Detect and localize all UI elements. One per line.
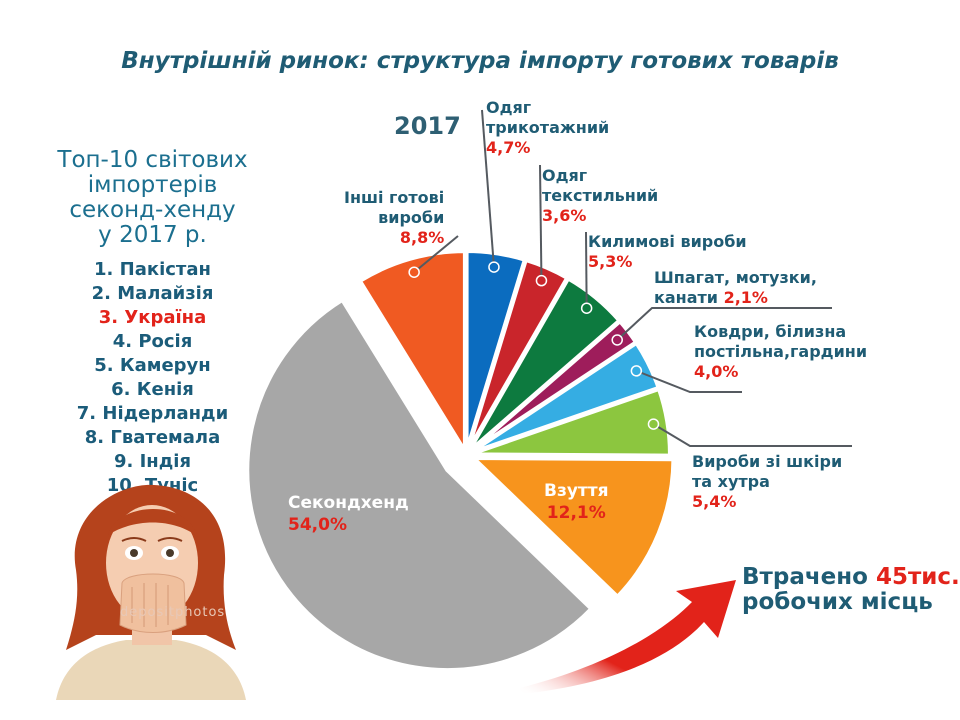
leader-line-twine [616,307,832,341]
slice-label-line: Ковдри, білизна [694,322,847,341]
leader-dot-leather [647,418,660,430]
lost-jobs-suffix: робочих місць [742,589,933,615]
slice-label-twine: Шпагат, мотузки, канати 2,1% [654,268,817,308]
leader-line-leather [652,423,852,447]
pie-slice-shoes [468,455,676,600]
leader-line-other [413,235,459,273]
pie-slices [245,249,676,673]
slice-label-line: Шпагат, мотузки, [654,268,817,287]
slice-label-line: трикотажний [486,118,610,137]
slice-label-knit: Одяг трикотажний 4,7% [486,98,609,158]
leader-dot-blankets [630,365,643,377]
slice-value: 8,8% [399,228,445,247]
top10-item: 1. Пакістан [94,259,211,280]
slice-label-line: Секондхенд [288,493,409,513]
slice-value: 5,4% [692,492,737,511]
top10-item: 4. Росія [112,331,193,352]
leader-dot-textile [535,274,548,287]
top10-heading-line: секонд-хенду [69,197,236,223]
slice-label-line: Килимові вироби [588,232,747,251]
pie-slice-leather [469,386,672,458]
slice-label-textile: Одяг текстильний 3,6% [542,166,658,226]
slice-value: 12,1% [546,503,606,523]
leader-lines [408,109,852,447]
pie-slice-secondhand [245,297,595,673]
top10-list: 1. Пакістан 2. Малайзія 3. Україна 4. Ро… [40,258,265,498]
slice-label-line: Взуття [544,481,609,501]
top10-item: 9. Індія [113,451,192,472]
slice-value: 4,7% [486,138,531,157]
slice-label-other: Інші готові вироби 8,8% [344,188,444,248]
slice-label-line: постільна,гардини [694,342,868,361]
slice-label-shoes: Взуття 12,1% [544,480,609,524]
page-title: Внутрішній ринок: структура імпорту гото… [121,48,839,74]
top10-item: 7. Нідерланди [76,403,229,424]
slice-label-line: канати [654,288,718,307]
top10-item: 5. Камерун [94,355,211,376]
top10-heading: Топ-10 світових імпортерів секонд-хенду … [40,148,265,248]
slice-label-line: Одяг [542,166,588,185]
leader-line-textile [539,164,543,281]
slice-label-blankets: Ковдри, білизна постільна,гардини 4,0% [694,322,867,382]
leader-line-blankets [635,369,742,393]
slice-label-line: текстильний [542,186,659,205]
slice-value: 4,0% [694,362,739,381]
slice-label-line: та хутра [692,472,770,491]
top10-item-highlighted: 3. Україна [98,307,207,328]
top10-item: 8. Гватемала [84,427,221,448]
top10-heading-line: імпортерів [87,172,218,198]
slice-label-carpets: Килимові вироби 5,3% [588,232,747,272]
leader-line-knit [481,109,495,268]
watermark: depositphotos [120,605,226,620]
slice-value: 3,6% [542,206,587,225]
pie-slice-other [357,249,467,459]
slice-label-secondhand: Секондхенд 54,0% [288,492,409,536]
surprised-woman-image [56,484,246,700]
leader-dot-carpets [580,302,593,314]
top10-heading-line: Топ-10 світових [57,147,248,173]
top10-item: 2. Малайзія [91,283,214,304]
lost-jobs-note: Втрачено 45тис. робочих місць [742,565,960,615]
top10-heading-line: у 2017 р. [98,222,207,248]
slice-label-line: Одяг [486,98,532,117]
slice-value: 2,1% [723,288,768,307]
slice-label-line: вироби [378,208,445,227]
lost-jobs-arrow [520,580,736,694]
leader-dot-twine [611,334,623,346]
slice-label-line: Інші готові [344,188,445,207]
slice-label-leather: Вироби зі шкіри та хутра 5,4% [692,452,842,512]
slice-label-line: Вироби зі шкіри [692,452,843,471]
slice-value: 5,3% [588,252,633,271]
year-label: 2017 [394,112,461,140]
leader-line-carpets [585,231,588,309]
lost-jobs-prefix: Втрачено [742,564,868,590]
leader-dot-other [408,266,420,278]
lost-jobs-number: 45тис. [875,564,960,590]
top10-item: 6. Кенія [111,379,194,400]
slice-value: 54,0% [288,515,347,535]
leader-dot-knit [488,261,500,273]
